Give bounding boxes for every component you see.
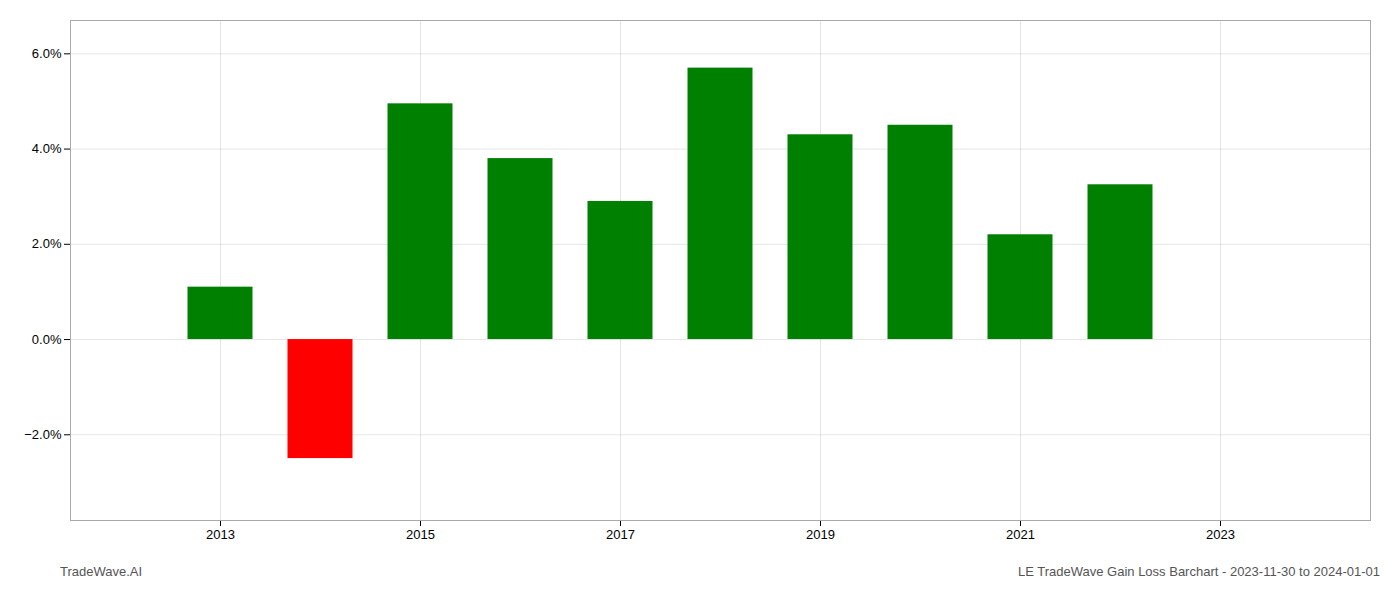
svg-text:2.0%: 2.0% — [32, 236, 62, 251]
svg-text:6.0%: 6.0% — [32, 46, 62, 61]
svg-text:2015: 2015 — [406, 527, 435, 542]
svg-text:0.0%: 0.0% — [32, 332, 62, 347]
html-text:TradeWave.AI: TradeWave.AI — [60, 564, 143, 579]
html-text:LE TradeWave Gain Loss Barchar: LE TradeWave Gain Loss Barchart - 2023-1… — [1018, 564, 1380, 579]
svg-text:2017: 2017 — [606, 527, 635, 542]
svg-text:2023: 2023 — [1206, 527, 1235, 542]
svg-text:−2.0%: −2.0% — [24, 427, 62, 442]
svg-text:2021: 2021 — [1006, 527, 1035, 542]
svg-text:2013: 2013 — [206, 527, 235, 542]
svg-text:2019: 2019 — [806, 527, 835, 542]
svg-text:4.0%: 4.0% — [32, 141, 62, 156]
